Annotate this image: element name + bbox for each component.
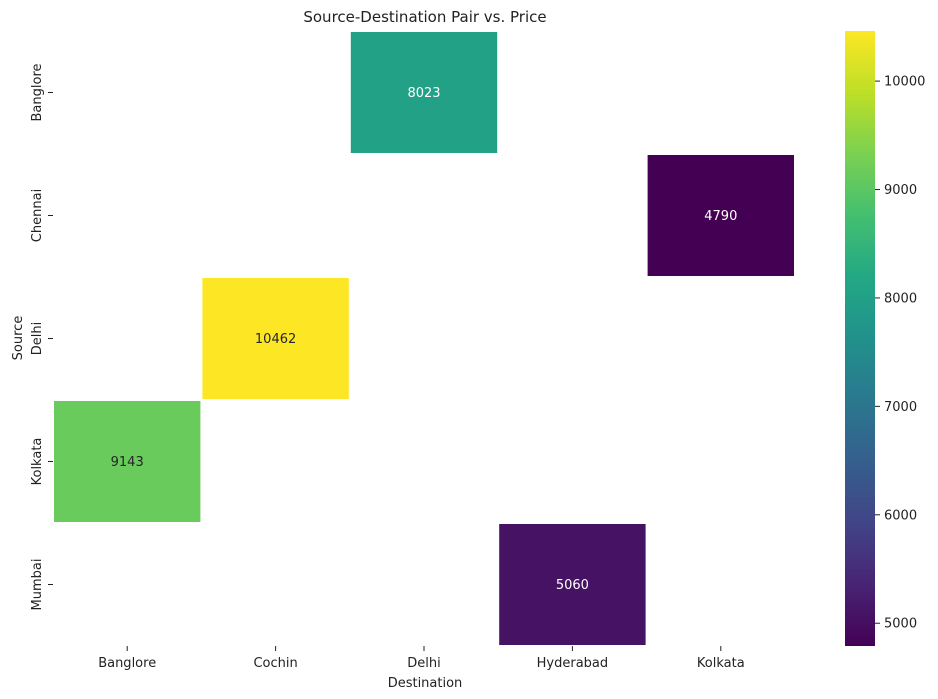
colorbar-tick-label: 8000 (884, 291, 917, 306)
colorbar-tick-label: 5000 (884, 617, 917, 632)
y-tick-label: Chennai (30, 189, 45, 242)
x-tick-label: Delhi (407, 656, 440, 671)
cell-value-label: 4790 (704, 209, 737, 224)
colorbar-tick-label: 10000 (884, 75, 925, 90)
colorbar-tick-label: 6000 (884, 508, 917, 523)
x-tick-label: Hyderabad (537, 656, 609, 671)
y-tick-label: Mumbai (30, 559, 45, 611)
x-axis-label: Destination (388, 676, 463, 691)
heatmap-cell (645, 153, 796, 278)
chart-title: Source-Destination Pair vs. Price (303, 8, 546, 26)
heatmap-cell (200, 276, 351, 401)
heatmap-cells: 8023 4790 10462 9143 5060 (52, 30, 796, 647)
colorbar-tick-label: 9000 (884, 183, 917, 198)
y-tick-label: Kolkata (30, 438, 45, 486)
colorbar-tick-label: 7000 (884, 400, 917, 415)
cell-value-label: 10462 (255, 332, 296, 347)
x-axis: Banglore Cochin Delhi Hyderabad Kolkata (98, 646, 745, 671)
y-tick-label: Banglore (30, 63, 45, 121)
heatmap-cell (52, 399, 203, 524)
x-tick-label: Banglore (98, 656, 156, 671)
cell-value-label: 8023 (407, 86, 440, 101)
y-axis: Banglore Chennai Delhi Kolkata Mumbai (30, 63, 53, 610)
x-tick-label: Kolkata (697, 656, 745, 671)
colorbar-axis: 5000 6000 7000 8000 9000 10000 (875, 75, 925, 632)
y-axis-label: Source (11, 316, 26, 361)
cell-value-label: 9143 (111, 455, 144, 470)
x-tick-label: Cochin (253, 656, 297, 671)
colorbar (845, 31, 875, 646)
y-tick-label: Delhi (30, 322, 45, 355)
cell-value-label: 5060 (556, 578, 589, 593)
heatmap-cell (348, 30, 500, 155)
